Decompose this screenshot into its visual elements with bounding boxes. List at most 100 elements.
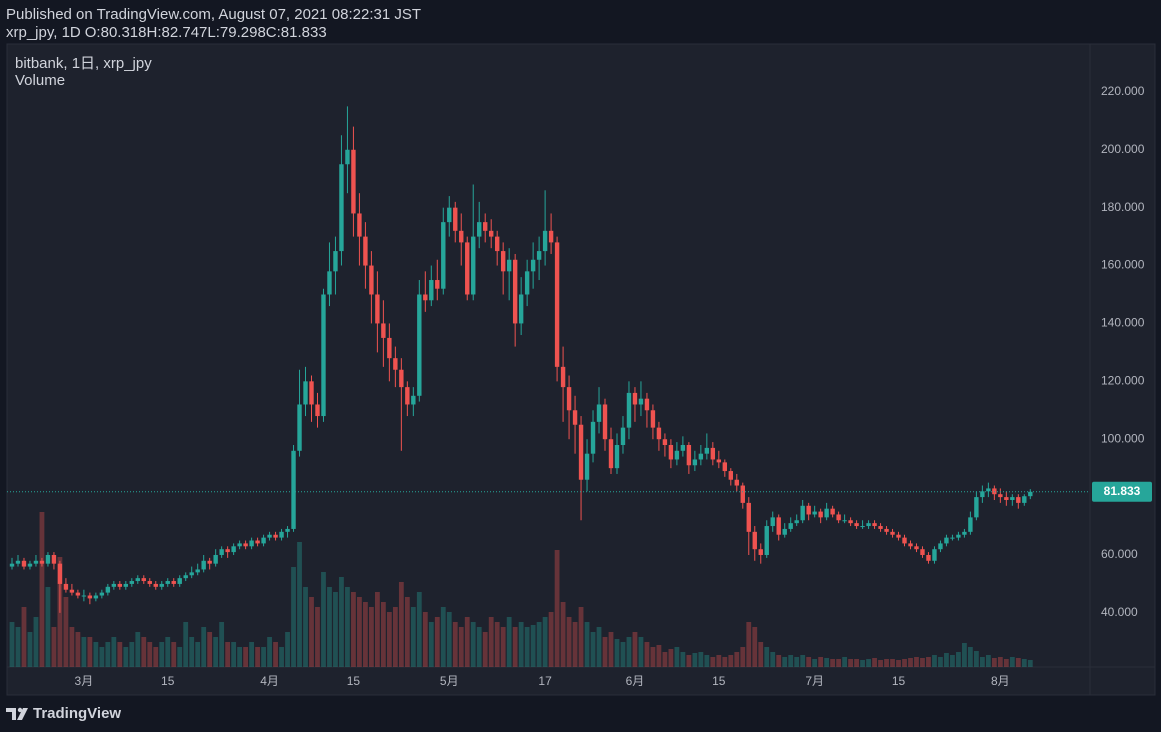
candle-body [9,563,15,567]
volume-bar [452,622,458,667]
candle-body [758,549,763,555]
volume-bar [674,647,680,667]
volume-bar [93,642,99,667]
volume-bar [866,659,871,667]
volume-bar [482,632,488,667]
volume-bar [566,617,572,667]
volume-bar [380,602,386,667]
volume-bar [758,642,764,667]
volume-bar [920,658,925,667]
candle-body [710,447,716,460]
volume-bar [794,657,800,667]
volume-bar [237,647,243,667]
candle-body [716,459,722,463]
volume-bar [81,637,87,667]
candle-body [548,230,554,243]
x-tick-label: 5月 [440,674,459,688]
volume-bar [686,655,692,667]
candle-body [794,520,799,524]
candle-body [878,526,883,529]
candle-body [1016,497,1021,503]
ohlc-value: 79.298 [219,24,266,41]
candle-body [620,427,626,446]
volume-bar [117,642,123,667]
candle-body [806,505,811,515]
candle-body [746,502,751,532]
candle-body [914,546,919,550]
volume-bar [860,660,865,667]
volume-bar [1021,659,1027,667]
candle-body [596,404,602,422]
candle-body [896,534,901,538]
x-tick-label: 8月 [991,674,1010,688]
candle-body [926,554,931,561]
volume-bar [560,602,566,667]
symbol: xrp_jpy, 1D [6,24,81,41]
volume-bar [979,657,985,667]
volume-bar [926,657,931,667]
volume-bar [105,642,111,667]
y-tick-label: 200.000 [1101,142,1145,156]
volume-bar [908,658,913,667]
volume-bar [638,637,644,667]
candle-body [303,381,308,405]
x-tick-label: 6月 [626,674,645,688]
volume-bar [518,622,524,667]
volume-bar [494,622,500,667]
candle-body [93,595,99,599]
candle-body [512,259,518,324]
candle-body [309,381,314,405]
volume-bar [914,657,919,667]
volume-bar [458,627,464,667]
volume-bar [345,587,350,667]
candle-body [1022,496,1027,503]
volume-bar [734,652,740,667]
volume-bar [213,637,219,667]
volume-bar [902,659,907,667]
candle-body [782,528,787,535]
volume-bar [333,592,338,667]
candle-body [1010,497,1015,500]
volume-bar [716,655,722,667]
candle-body [399,369,404,388]
volume-bar [836,659,842,667]
volume-bar [410,607,416,667]
x-tick-label: 15 [892,674,906,688]
volume-bar [824,658,830,667]
candle-body [285,528,290,532]
candle-body [297,404,302,451]
volume-bar [153,647,159,667]
volume-bar [189,637,195,667]
candle-body [237,543,242,547]
volume-bar [668,649,674,667]
candle-body [776,517,781,535]
candle-body [27,563,33,567]
volume-bar [985,655,991,667]
candle-body [147,581,152,584]
volume-bar [75,632,81,667]
candle-body [135,578,140,582]
candle-body [692,459,698,466]
candle-body [764,526,769,555]
candle-body [243,543,248,547]
volume-bar [273,642,278,667]
volume-bar [422,612,428,667]
candle-body [986,488,991,492]
volume-bar [470,622,476,667]
candle-body [99,592,105,596]
candle-body [608,439,614,469]
volume-bar [692,653,698,667]
candle-body [63,583,69,590]
volume-bar [776,655,782,667]
candle-body [165,581,170,584]
volume-bar [554,550,560,667]
symbol-line: xrp_jpy, 1D O:80.318H:82.747L:79.298C:81.… [6,24,327,42]
candle-body [471,236,476,295]
candle-body [524,271,530,295]
candle-body [15,560,21,564]
candle-body [141,578,146,582]
candle-body [566,387,572,411]
volume-bar [357,597,362,667]
volume-bar [21,607,27,667]
candle-body [291,450,296,529]
